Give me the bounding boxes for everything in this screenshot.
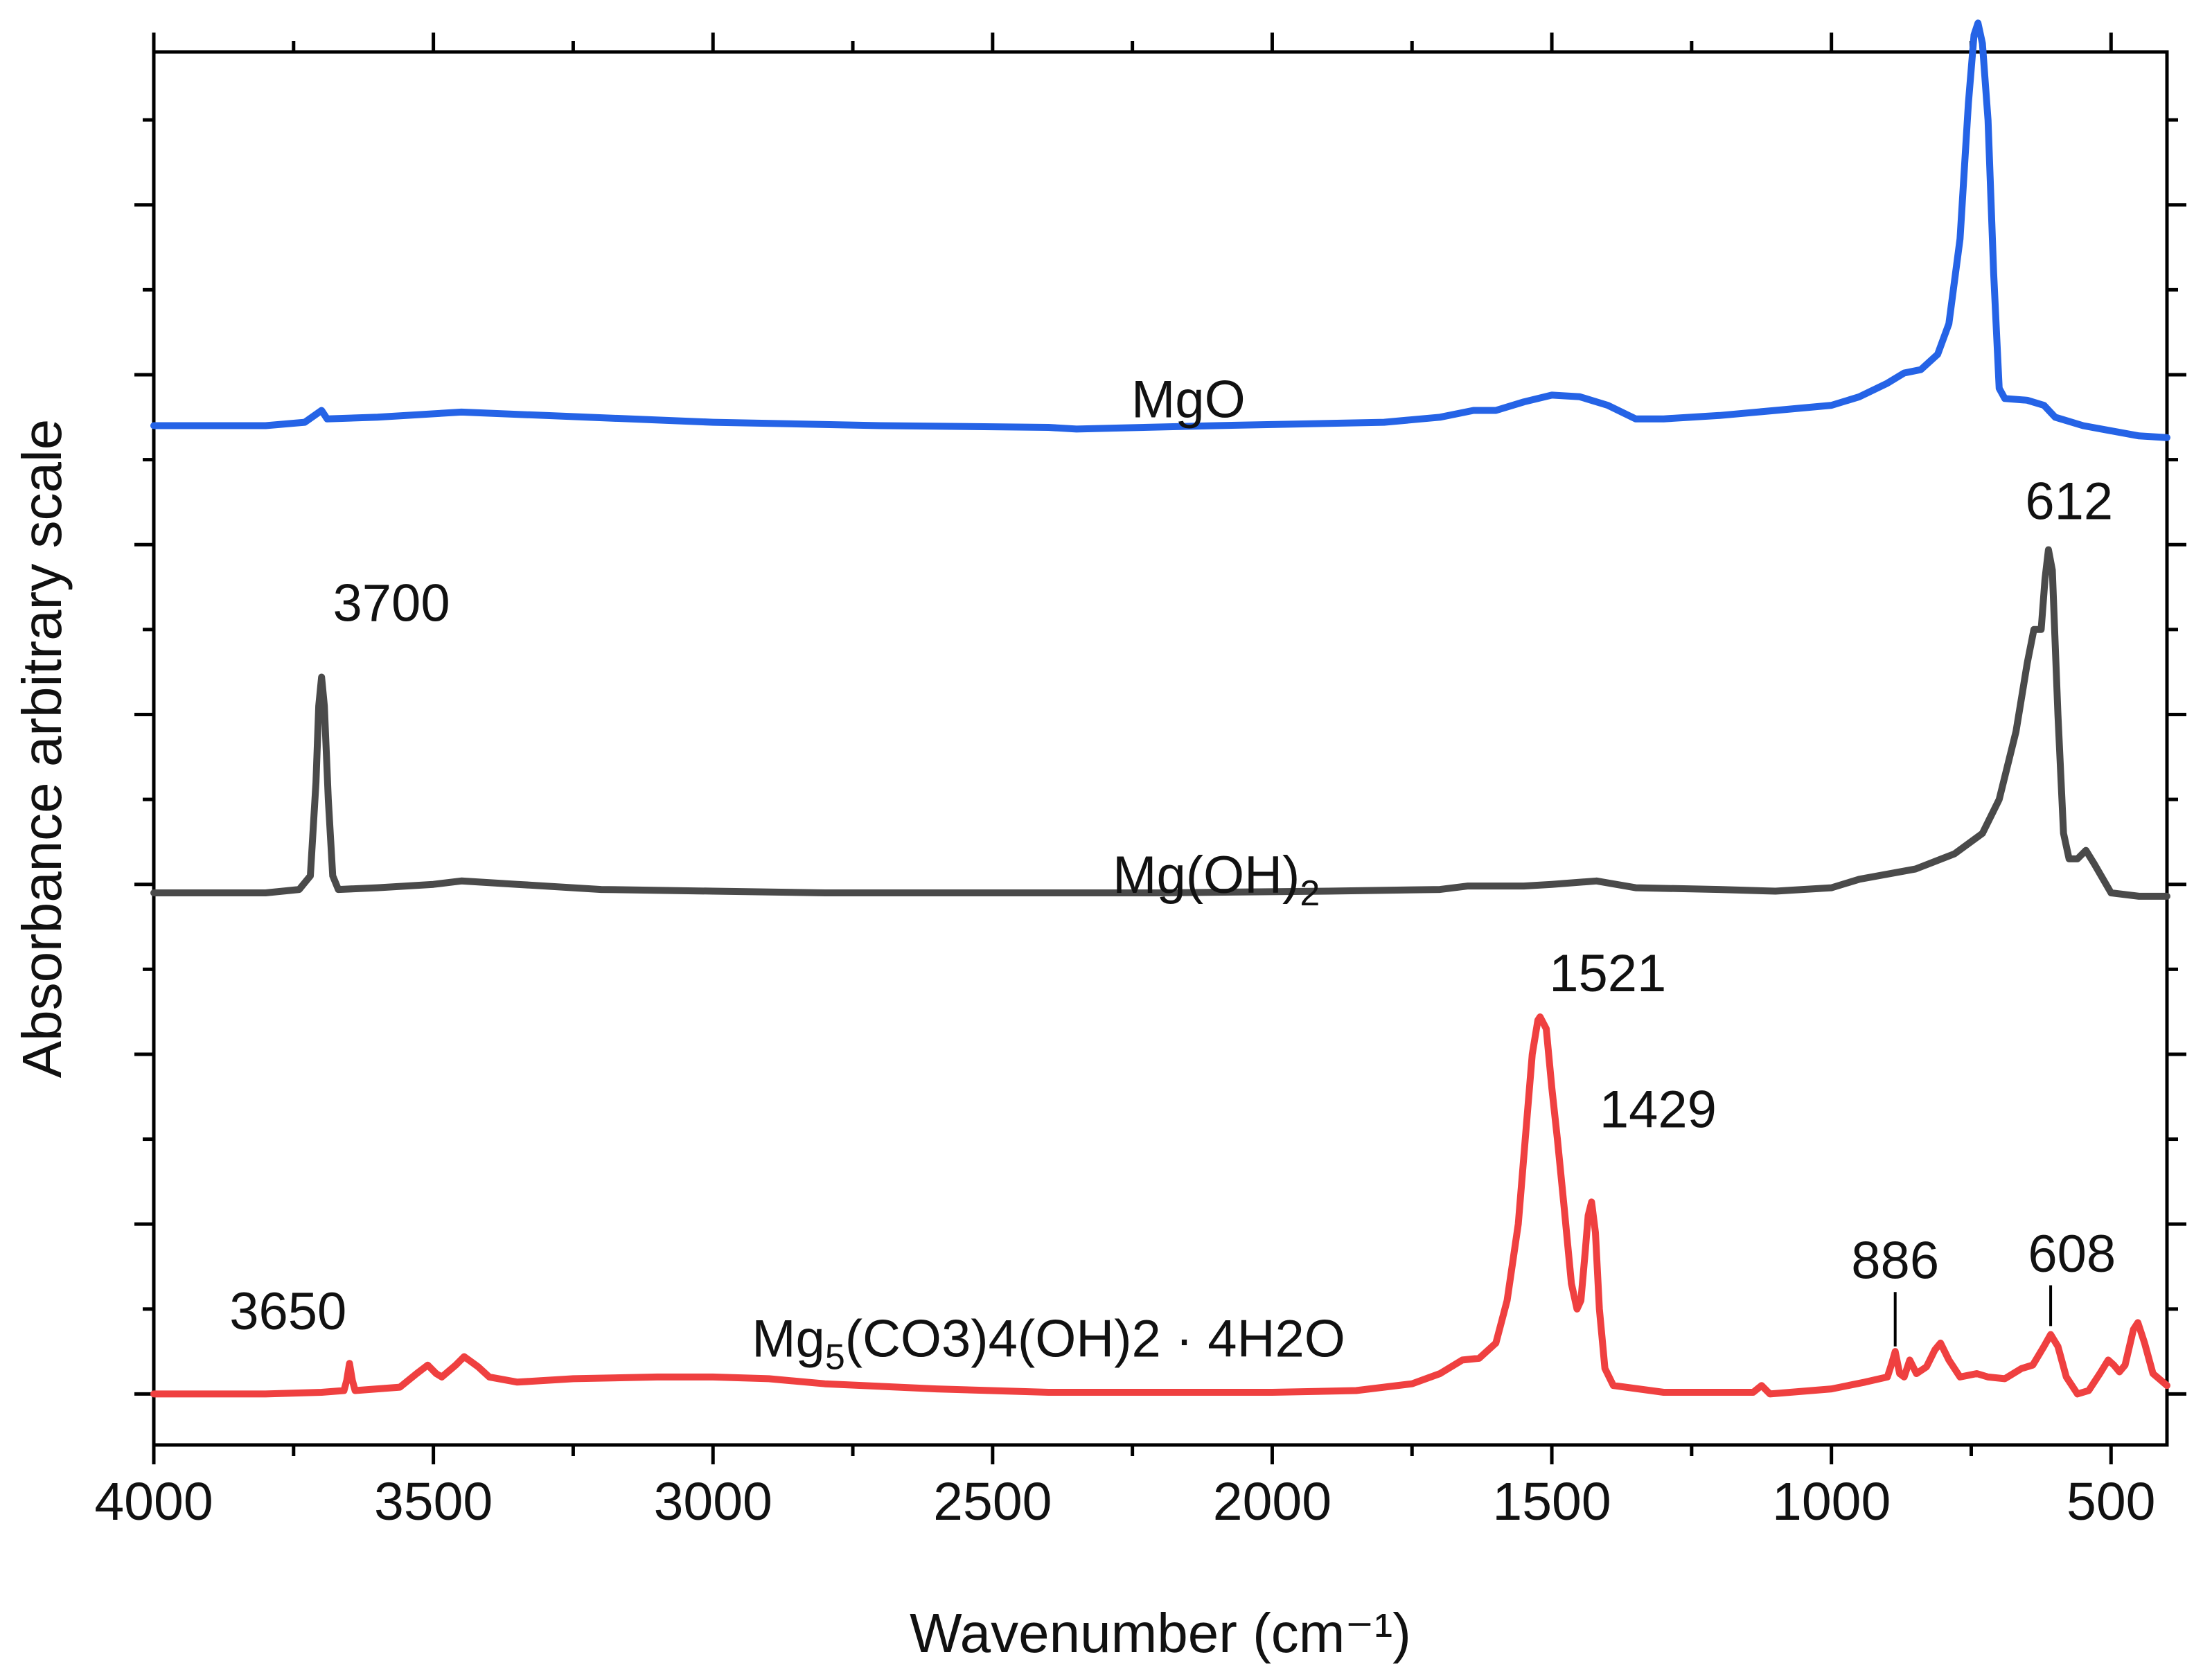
series-label-2: Mg5(CO3)4(OH)2 · 4H2O [752, 1309, 1345, 1377]
series-label-subscript: 2 [1300, 873, 1320, 914]
series-label-0: MgO [1131, 370, 1246, 429]
series-label-main: Mg [752, 1309, 825, 1368]
x-tick-label: 1000 [1772, 1472, 1891, 1532]
x-tick-label: 500 [2067, 1472, 2155, 1532]
series-label-tail: (CO3)4(OH)2 · 4H2O [845, 1309, 1345, 1368]
peak-label: 3650 [229, 1282, 346, 1341]
labels-layer: 4000 3500 3000 2500 2000 1500 1000 500 Wavenumbe… [11, 370, 2156, 1664]
peak-label: 1429 [1600, 1080, 1717, 1139]
peak-label: 1521 [1549, 944, 1666, 1003]
peak-label: 608 [2028, 1225, 2116, 1284]
spectrum-line-2 [150, 1013, 2170, 1398]
peak-label: 886 [1851, 1232, 1939, 1290]
series-label-main: MgO [1131, 370, 1246, 429]
x-tick-label: 3500 [374, 1472, 493, 1532]
x-tick-label: 2500 [933, 1472, 1052, 1532]
x-tick-label: 4000 [94, 1472, 213, 1532]
x-tick-label: 2000 [1213, 1472, 1331, 1532]
spectrum-line-1 [150, 546, 2170, 900]
spectra-curves-layer [150, 19, 2170, 1398]
plot-frame-layer [152, 50, 2169, 1447]
series-label-subscript: 5 [825, 1337, 845, 1377]
series-label-main: Mg(OH) [1113, 846, 1300, 905]
plot-frame [152, 50, 2169, 1447]
peak-label: 3700 [333, 574, 450, 633]
x-tick-label: 3000 [654, 1472, 772, 1532]
series-label-1: Mg(OH)2 [1113, 846, 1320, 914]
spectrum-line-0 [150, 19, 2170, 441]
x-axis-title: Wavenumber (cm⁻¹) [910, 1602, 1411, 1664]
x-tick-label: 1500 [1492, 1472, 1611, 1532]
y-axis-title: Absorbance arbitrary scale [11, 419, 73, 1079]
peak-label: 612 [2025, 472, 2113, 531]
